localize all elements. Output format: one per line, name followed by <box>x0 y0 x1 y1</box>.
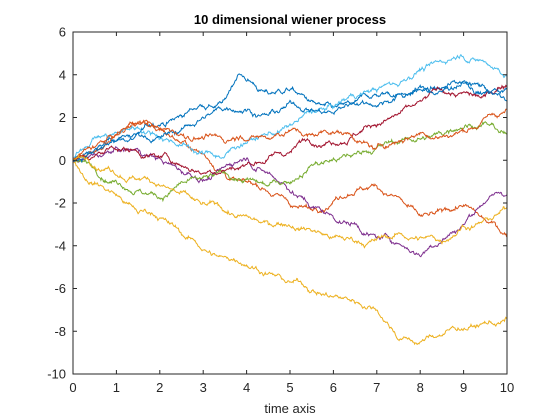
x-tick-label: 3 <box>200 380 207 395</box>
series-layer <box>72 54 508 346</box>
y-tick-label: 4 <box>59 67 66 82</box>
y-axis-ticks: -10 -8 -6 -4 -2 0 2 4 6 <box>47 25 507 382</box>
x-axis-ticks: 0 1 2 3 4 5 6 7 8 9 10 <box>69 32 514 395</box>
series-line-9 <box>72 108 508 161</box>
x-tick-label: 1 <box>113 380 120 395</box>
x-tick-label: 2 <box>156 380 163 395</box>
y-tick-label: -4 <box>54 238 66 253</box>
y-tick-label: 6 <box>59 25 66 40</box>
series-line-4 <box>72 145 508 258</box>
y-tick-label: -6 <box>54 281 66 296</box>
x-tick-label: 9 <box>460 380 467 395</box>
y-tick-label: 2 <box>59 110 66 125</box>
series-line-5 <box>72 121 508 203</box>
y-tick-label: -8 <box>54 324 66 339</box>
x-axis-label: time axis <box>264 401 316 416</box>
x-tick-label: 4 <box>243 380 250 395</box>
x-tick-label: 7 <box>373 380 380 395</box>
series-line-2 <box>72 119 508 238</box>
series-line-3 <box>72 159 508 346</box>
series-line-6 <box>72 54 508 161</box>
x-tick-label: 8 <box>417 380 424 395</box>
series-line-1 <box>72 73 508 161</box>
y-tick-label: 0 <box>59 153 66 168</box>
series-line-8 <box>72 80 508 164</box>
chart-title: 10 dimensional wiener process <box>194 12 386 27</box>
x-tick-label: 6 <box>330 380 337 395</box>
series-line-10 <box>72 153 508 249</box>
x-tick-label: 10 <box>500 380 514 395</box>
series-line-7 <box>72 84 508 176</box>
x-tick-label: 5 <box>286 380 293 395</box>
y-tick-label: -10 <box>47 367 66 382</box>
x-tick-label: 0 <box>69 380 76 395</box>
y-tick-label: -2 <box>54 196 66 211</box>
